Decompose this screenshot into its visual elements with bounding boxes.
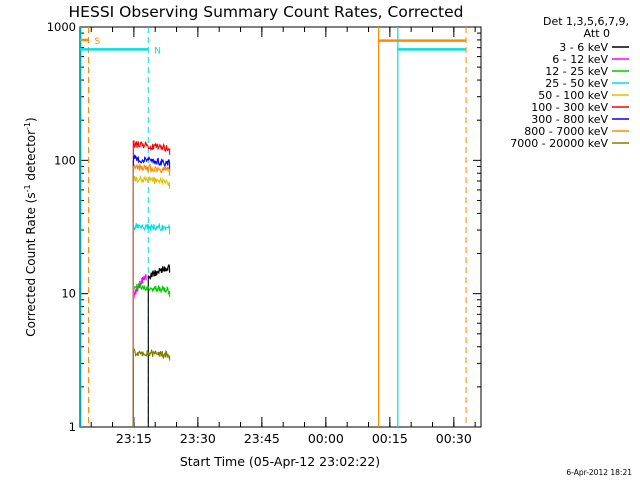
legend-entry-label: 50 - 100 keV [538, 89, 608, 102]
y-tick-label: 10 [61, 287, 76, 301]
chart-title: HESSI Observing Summary Count Rates, Cor… [69, 3, 464, 21]
x-tick-label: 00:30 [436, 431, 472, 446]
y-axis-label-end: ) [24, 117, 38, 122]
y-tick-label: 1000 [47, 20, 76, 34]
plot-frame [79, 26, 482, 428]
y-axis-label-mid: detector [24, 130, 38, 185]
x-tick-label: 23:30 [180, 431, 216, 446]
series-line [132, 140, 171, 427]
series-line [132, 273, 147, 427]
y-axis-label: Corrected Count Rate (s-1 detector-1) [23, 117, 38, 336]
y-axis-label-main: Corrected Count Rate (s [24, 192, 38, 336]
x-axis-label: Start Time (05-Apr-12 23:02:22) [180, 454, 380, 469]
x-tick-label: 23:15 [116, 431, 152, 446]
y-tick-label: 1 [69, 420, 76, 434]
legend-entry-label: 7000 - 20000 keV [510, 137, 608, 150]
legend-entry-label: 300 - 800 keV [531, 113, 608, 126]
legend-header-line-1: Det 1,3,5,6,7,9, [543, 15, 629, 28]
x-tick-label: 00:00 [308, 431, 344, 446]
legend-entry-label: 800 - 7000 keV [524, 125, 608, 138]
legend-header-line-2: Att 0 [584, 27, 610, 40]
legend-entry-label: 12 - 25 keV [545, 65, 608, 78]
y-axis-label-sup1: -1 [23, 184, 32, 192]
series-line [147, 264, 171, 427]
footer-date: 6-Apr-2012 18:21 [566, 468, 632, 477]
legend-entry-label: 6 - 12 keV [552, 53, 608, 66]
plot-area: 1 10 100 1000 23:15 23:30 23:45 00:00 00:15 00:3… [47, 20, 482, 446]
marker-label: N [154, 46, 161, 56]
y-axis: 1 10 100 1000 [47, 20, 481, 434]
series-line [132, 348, 171, 427]
legend-entry-label: 100 - 300 keV [531, 101, 608, 114]
series-line [132, 153, 171, 427]
series-lines [132, 140, 171, 427]
y-tick-label: 100 [54, 153, 76, 167]
y-axis-label-sup2: -1 [23, 122, 32, 130]
series-line [132, 282, 171, 427]
x-tick-label: 23:45 [244, 431, 280, 446]
x-tick-label: 00:15 [372, 431, 408, 446]
legend-entry-label: 3 - 6 keV [559, 41, 608, 54]
series-line [132, 174, 171, 427]
legend-entry-label: 25 - 50 keV [545, 77, 608, 90]
series-line [132, 222, 171, 427]
marker-label: S [95, 37, 101, 47]
series-line [132, 163, 171, 427]
x-axis: 23:15 23:30 23:45 00:00 00:15 00:30 [90, 27, 476, 446]
